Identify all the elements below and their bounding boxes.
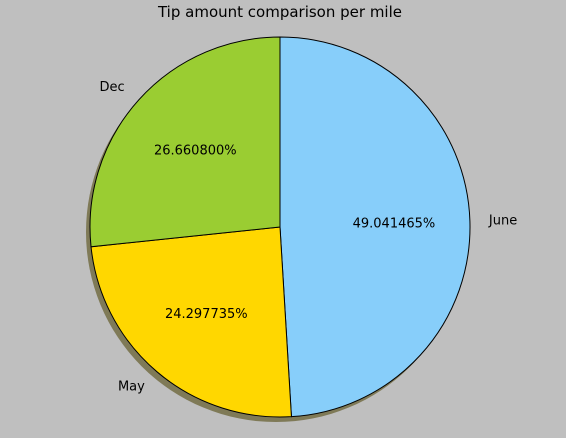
slice-label-may: May [118, 379, 145, 394]
slice-label-june: June [488, 214, 517, 229]
slice-pct-may: 24.297735% [165, 307, 248, 322]
slice-pct-dec: 26.660800% [154, 144, 237, 159]
slice-pct-june: 49.041465% [353, 217, 436, 232]
pie-slices [89, 36, 471, 418]
slice-label-dec: Dec [100, 80, 125, 95]
pie-slice-may [90, 226, 292, 418]
pie-slice-dec [89, 36, 281, 248]
pie-slice-june [279, 36, 471, 418]
pie-labels: June 49.041465% May 24.297735% Dec 26.660800% [100, 80, 518, 394]
chart-title: Tip amount comparison per mile [157, 3, 402, 21]
